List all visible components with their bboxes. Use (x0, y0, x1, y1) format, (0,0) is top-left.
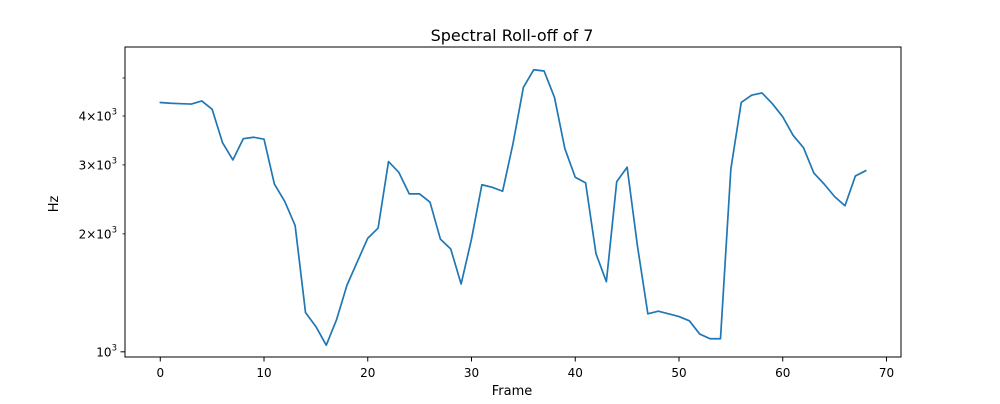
x-tick-label: 60 (775, 366, 790, 380)
x-tick-label: 70 (879, 366, 894, 380)
y-tick-label: 2×103 (79, 225, 117, 241)
x-axis-label: Frame (492, 384, 533, 399)
x-tick-label: 20 (360, 366, 375, 380)
plot-frame (124, 46, 902, 358)
series-layer (159, 68, 867, 346)
y-tick-label: 103 (96, 343, 117, 359)
y-tick-label: 4×103 (79, 107, 117, 123)
y-axis-label: Hz (47, 196, 62, 213)
series-line (159, 68, 867, 346)
x-tick-label: 50 (671, 366, 686, 380)
x-tick-label: 0 (156, 366, 164, 380)
x-tick-label: 40 (568, 366, 583, 380)
chart-title: Spectral Roll-off of 7 (431, 26, 594, 45)
axes: 0 10 20 30 40 50 60 70 103 2×103 3×103 4×103 (79, 46, 902, 380)
x-tick-label: 30 (464, 366, 479, 380)
x-tick-label: 10 (256, 366, 271, 380)
y-tick-label: 3×103 (79, 156, 117, 172)
